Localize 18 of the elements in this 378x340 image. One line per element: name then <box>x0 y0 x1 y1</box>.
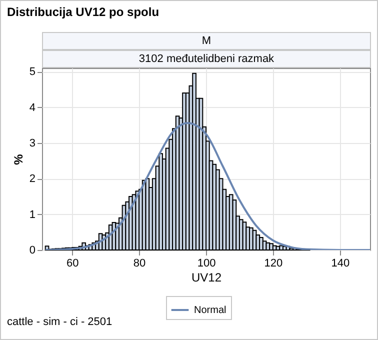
y-tick-label: 1 <box>29 208 36 221</box>
legend-label: Normal <box>194 305 226 316</box>
x-axis-title: UV12 <box>191 270 222 284</box>
x-tick-label: 120 <box>264 258 283 270</box>
chart-title: Distribucija UV12 po spolu <box>7 5 160 19</box>
x-tick-label: 140 <box>331 258 350 270</box>
x-tick-label: 60 <box>66 258 79 270</box>
chart-subtitle: M <box>42 32 371 50</box>
y-axis-title: % <box>11 154 26 165</box>
text: 3102 međutelidbeni razmak <box>42 50 371 68</box>
y-tick-label: 3 <box>29 137 36 150</box>
text: cattle - sim - ci - 2501 <box>7 316 112 328</box>
y-tick-label: 2 <box>29 173 36 186</box>
y-tick-label: 5 <box>29 66 36 78</box>
x-tick-label: 100 <box>197 258 216 270</box>
y-tick-label: 4 <box>29 102 36 114</box>
y-tick-label: 0 <box>29 244 36 256</box>
x-tick-label: 80 <box>133 258 146 270</box>
